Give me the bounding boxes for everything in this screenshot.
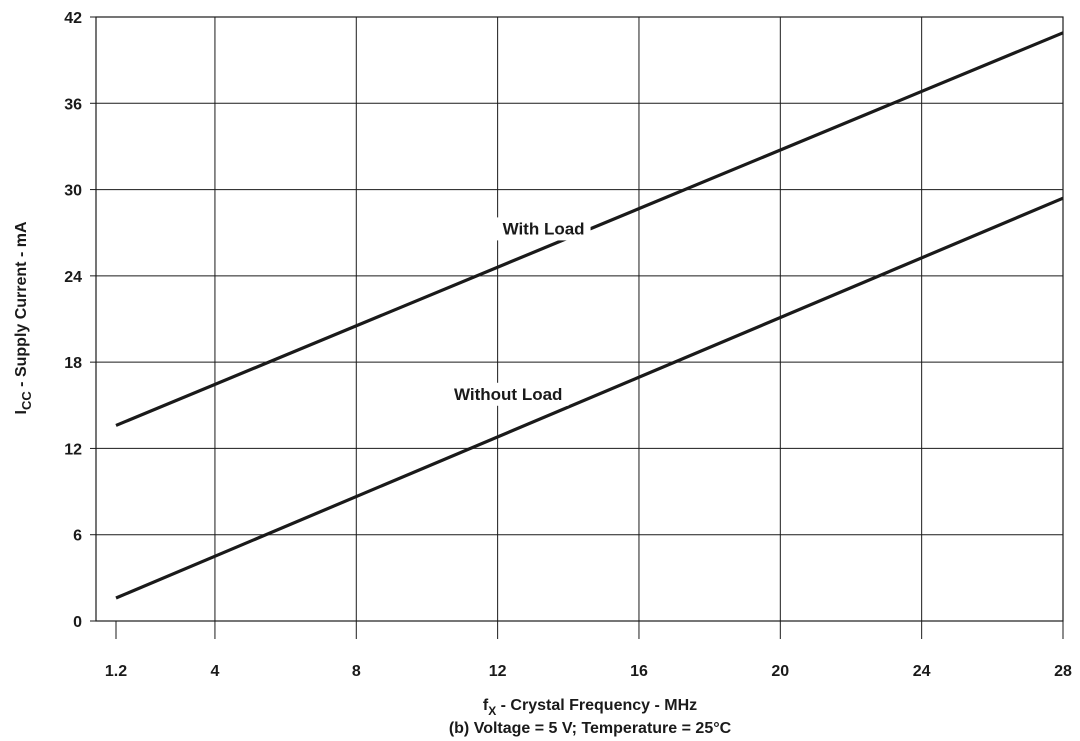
labels: With Load Without Load bbox=[448, 217, 591, 406]
x-tick-label: 16 bbox=[630, 663, 648, 680]
x-tick-label: 4 bbox=[210, 663, 219, 680]
x-axis-title: fX - Crystal Frequency - MHz bbox=[483, 697, 697, 718]
y-tick-label: 6 bbox=[73, 528, 82, 545]
y-tick-label: 24 bbox=[64, 269, 82, 286]
axes: 0 6 12 18 24 30 36 42 1.2 4 8 12 16 20 24 28 bbox=[64, 10, 1072, 680]
series-line bbox=[115, 196, 1064, 600]
x-tick-label: 12 bbox=[489, 663, 507, 680]
y-axis-title-rest: - Supply Current - mA bbox=[13, 221, 30, 391]
series-group bbox=[115, 31, 1064, 600]
grid bbox=[95, 16, 1064, 622]
plot-frame bbox=[95, 16, 1064, 622]
x-tick-label: 20 bbox=[771, 663, 789, 680]
y-axis-title: ICC - Supply Current - mA bbox=[13, 221, 34, 414]
y-tick-label: 42 bbox=[64, 10, 82, 27]
x-tick-label: 1.2 bbox=[105, 663, 127, 680]
y-tick-label: 12 bbox=[64, 441, 82, 458]
series-label-background bbox=[448, 382, 569, 406]
x-axis-title-rest: - Crystal Frequency - MHz bbox=[496, 697, 697, 714]
series-label-background bbox=[496, 217, 591, 241]
y-tick-label: 18 bbox=[64, 355, 82, 372]
y-tick-label: 36 bbox=[64, 96, 82, 113]
x-tick-label: 8 bbox=[352, 663, 361, 680]
chart-caption: (b) Voltage = 5 V; Temperature = 25°C bbox=[449, 720, 732, 737]
y-axis-title-sub: CC bbox=[19, 391, 34, 410]
y-tick-label: 0 bbox=[73, 614, 82, 631]
series-label: Without Load bbox=[454, 385, 562, 404]
y-axis-title-main: I bbox=[13, 410, 30, 414]
x-axis-title-main: f bbox=[483, 697, 489, 714]
y-tick-label: 30 bbox=[64, 183, 82, 200]
x-tick-label: 28 bbox=[1054, 663, 1072, 680]
series-label: With Load bbox=[503, 219, 585, 238]
x-axis-title-sub: X bbox=[488, 704, 496, 718]
x-tick-label: 24 bbox=[913, 663, 931, 680]
